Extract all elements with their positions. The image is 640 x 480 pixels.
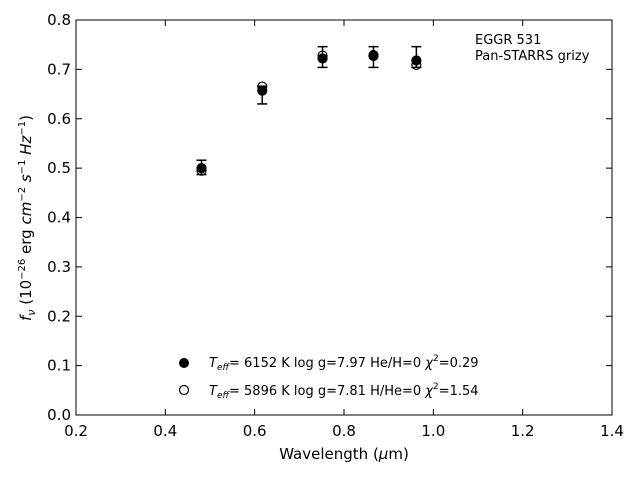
filled-circle-point [257,85,268,96]
filled-circle-point [317,53,328,64]
y-tick-label: 0.3 [47,258,71,276]
y-tick-label: 0.1 [47,357,71,375]
filled-circle-point [368,49,379,61]
annotation-star-name: EGGR 531 [475,33,541,48]
y-axis-ticks: 0.0 0.1 0.2 0.3 0.4 0.5 0.6 0.7 0.8 [47,11,612,424]
x-tick-label: 1.0 [421,422,445,440]
y-tick-label: 0.7 [47,60,71,78]
x-tick-label: 0.8 [332,422,356,440]
x-tick-label: 1.2 [511,422,535,440]
filled-circle-point [196,163,207,174]
y-tick-label: 0.2 [47,307,71,325]
x-axis-title: Wavelength (μm) [279,445,409,463]
annotation-survey: Pan-STARRS grizy [475,49,590,64]
legend-marker-open [178,384,190,396]
plot-area [75,19,613,416]
y-tick-label: 0.5 [47,159,71,177]
x-tick-label: 0.2 [64,422,88,440]
x-tick-label: 0.4 [153,422,177,440]
x-axis-ticks: 0.2 0.4 0.6 0.8 1.0 1.2 1.4 [64,20,624,440]
legend-marker-filled [179,358,189,368]
x-tick-label: 1.4 [600,422,624,440]
legend-label-model-2: Teff= 5896 K log g=7.81 H/He=0 χ2=1.54 [209,382,479,401]
legend-label-model-1: Teff= 6152 K log g=7.97 He/H=0 χ2=0.29 [209,354,479,373]
y-tick-label: 0.4 [47,209,71,227]
y-axis-title: fν (10−26 erg cm−2 s−1 Hz−1) [17,115,38,321]
filled-circle-point [411,55,422,66]
y-tick-label: 0.0 [47,406,71,424]
legend: Teff= 6152 K log g=7.97 He/H=0 χ2=0.29 T… [178,354,479,401]
y-tick-label: 0.8 [47,11,71,29]
y-tick-label: 0.6 [47,110,71,128]
x-tick-label: 0.6 [243,422,267,440]
data-markers [196,49,422,176]
